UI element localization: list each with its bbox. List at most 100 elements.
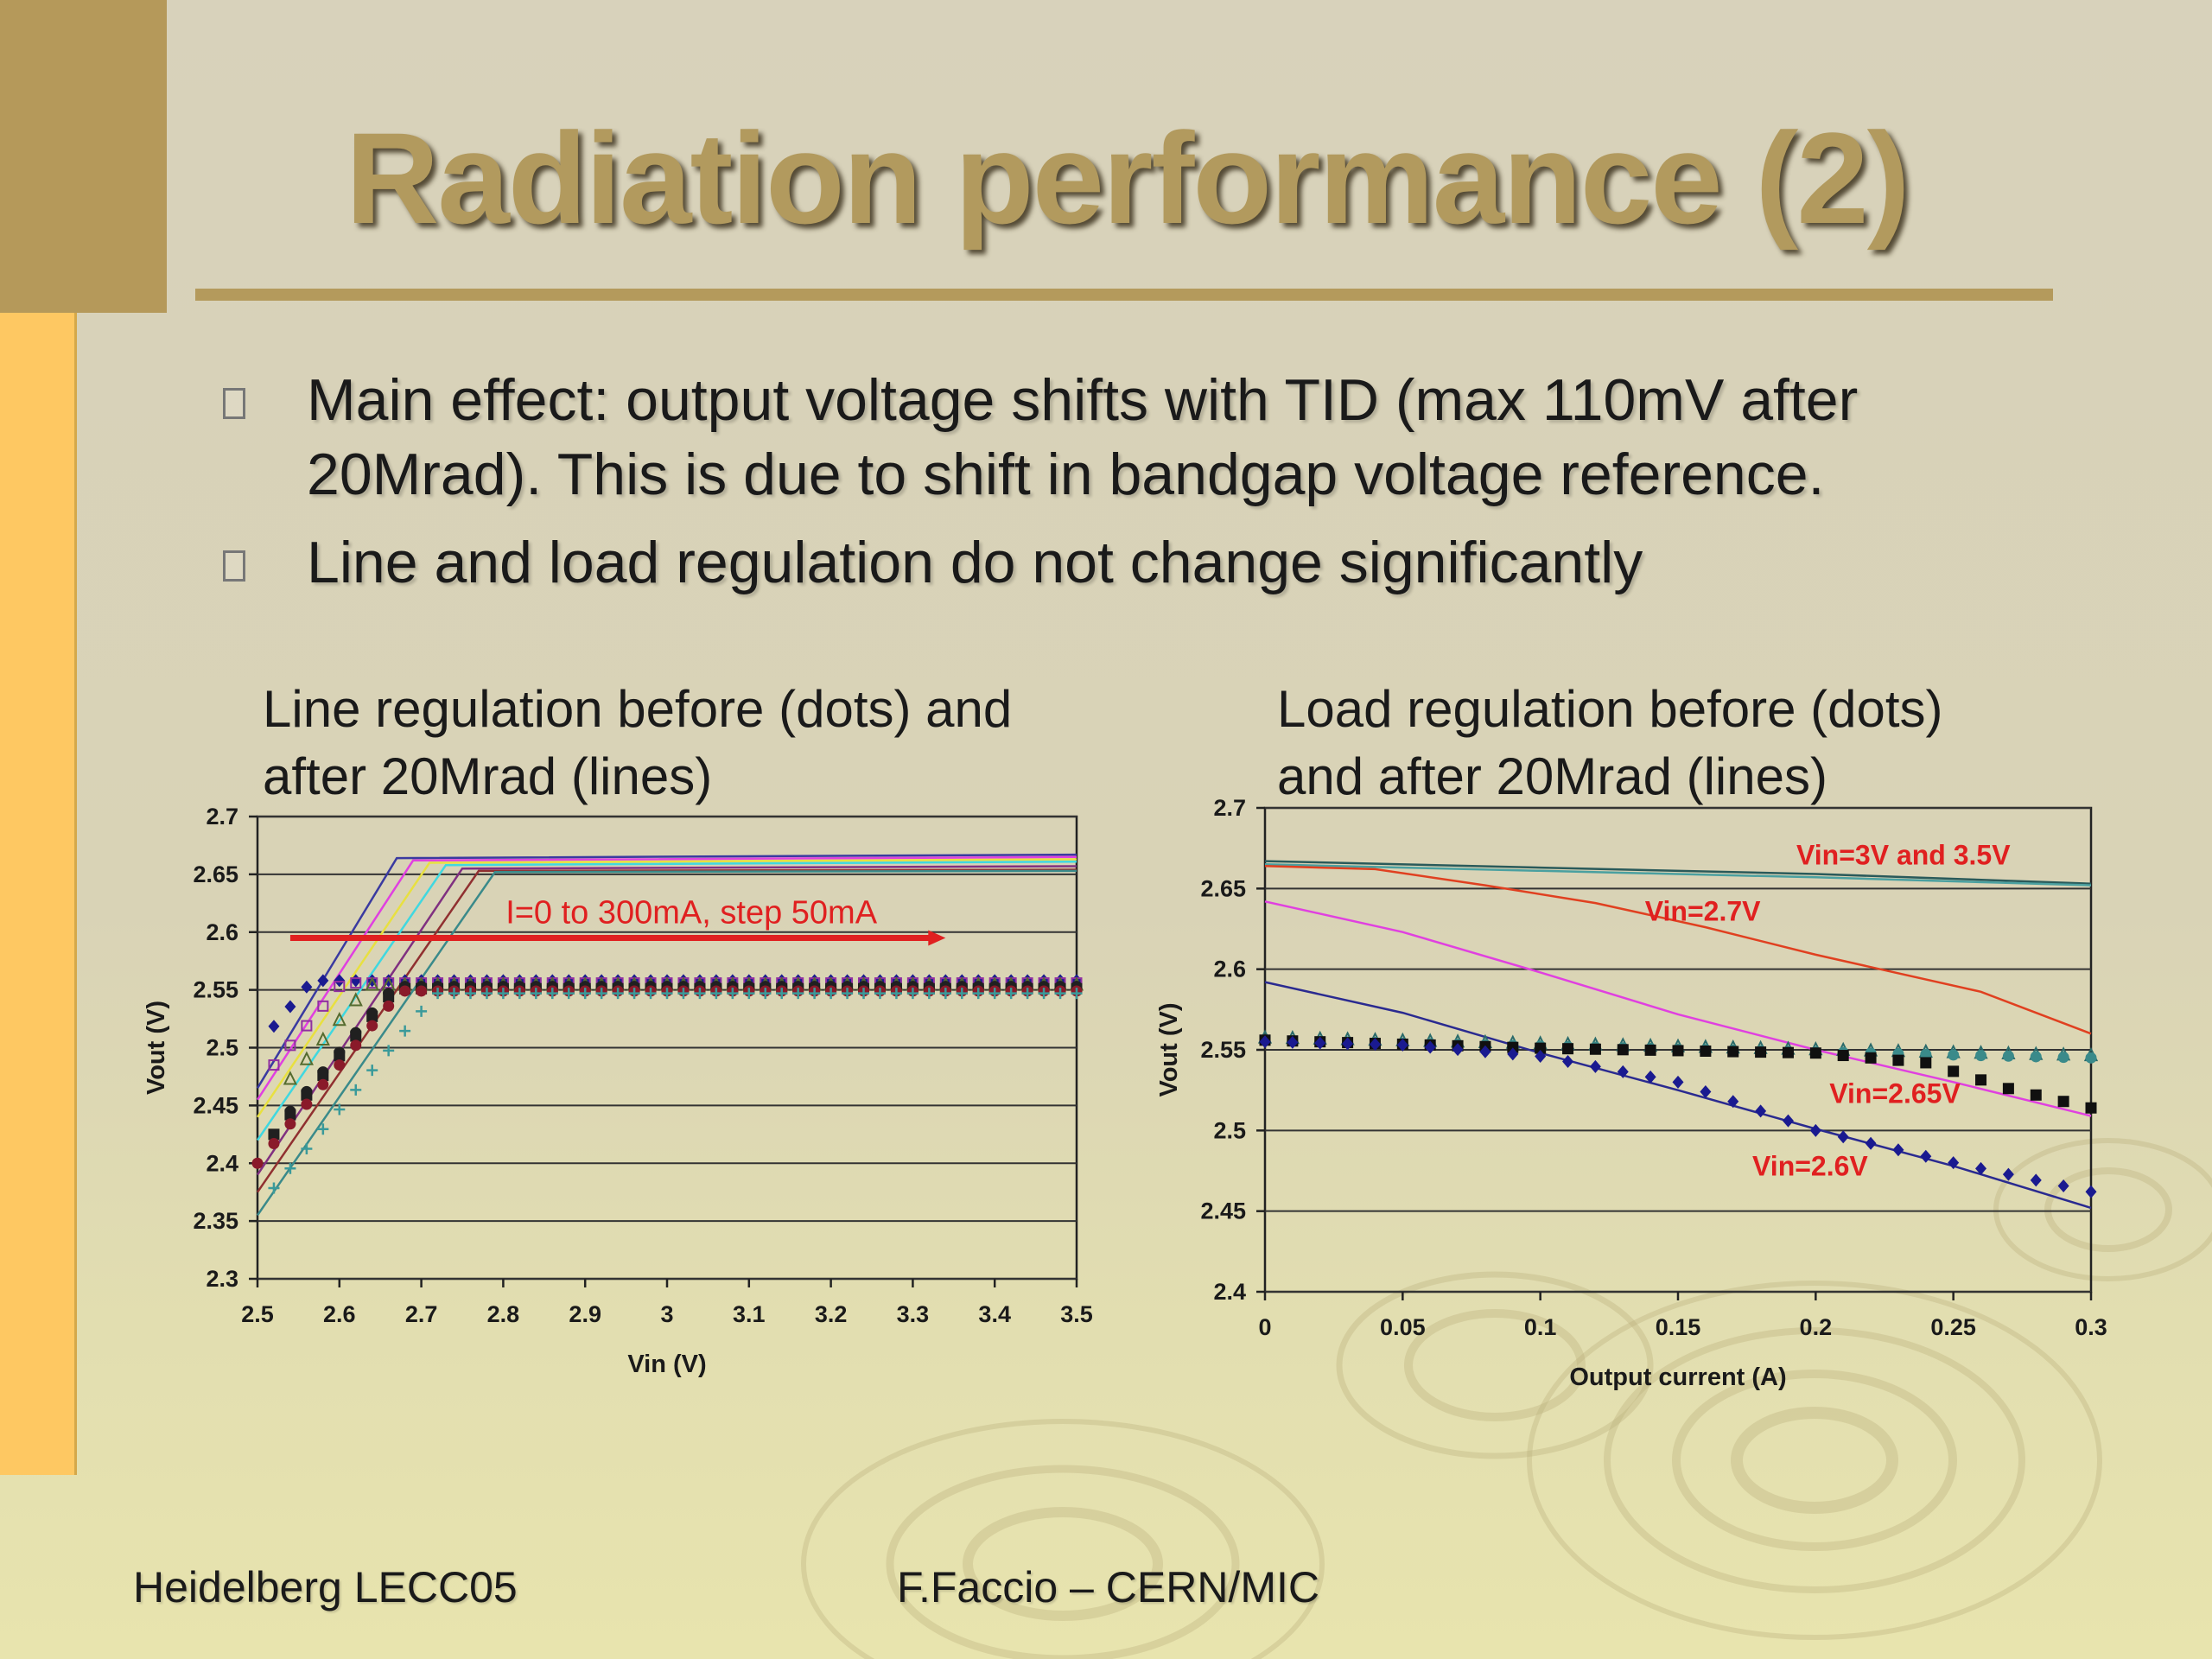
data-point (1259, 1035, 1271, 1049)
x-tick-label: 3 (660, 1301, 673, 1327)
data-point (1644, 1070, 1656, 1084)
data-point (661, 988, 673, 1000)
series-line (1264, 860, 2092, 885)
data-point (1700, 1045, 1712, 1057)
y-axis-label: Vout (V) (1155, 1003, 1183, 1097)
x-tick-label: 0.25 (1930, 1314, 1976, 1340)
data-point (350, 977, 362, 989)
data-point (1837, 1130, 1849, 1144)
series-line (1264, 981, 2092, 1210)
data-point (1672, 1045, 1684, 1057)
bullet-marker-icon (223, 388, 245, 419)
data-point (874, 988, 886, 1000)
data-point (301, 1089, 313, 1101)
data-point (1342, 1037, 1354, 1051)
chart-2-caption-line: and after 20Mrad (lines) (1277, 747, 1827, 805)
data-point (366, 1065, 378, 1077)
data-point (988, 988, 1001, 1000)
data-point (2030, 1089, 2042, 1101)
x-axis-label: Output current (A) (1569, 1363, 1786, 1391)
data-point (334, 974, 346, 988)
data-point (1892, 1054, 1904, 1066)
data-point (268, 1020, 280, 1033)
data-point (383, 991, 395, 1003)
data-point (1617, 1044, 1629, 1056)
chart-1-caption-line: Line regulation before (dots) and (263, 680, 1013, 738)
x-tick-label: 3.3 (897, 1301, 930, 1327)
data-point (315, 1031, 330, 1046)
data-point (301, 1143, 313, 1155)
data-point (1727, 1095, 1739, 1109)
data-point (365, 976, 379, 991)
series-line (256, 858, 1077, 1118)
data-point (1535, 1049, 1547, 1063)
data-point (317, 1000, 329, 1012)
series-line (256, 869, 1077, 1217)
data-point (628, 988, 640, 1000)
data-point (1071, 988, 1083, 1000)
chart-1-caption: Line regulation before (dots) and after … (263, 676, 1012, 810)
data-point (383, 1000, 395, 1012)
data-point (2057, 1052, 2069, 1064)
data-point (1021, 988, 1033, 1000)
data-point (1644, 1044, 1656, 1056)
data-point (513, 988, 525, 1000)
data-point (317, 1123, 329, 1135)
data-point (1865, 1052, 1877, 1064)
data-point (809, 988, 821, 1000)
data-point (350, 1084, 362, 1096)
data-point (350, 1039, 362, 1052)
data-point (694, 988, 706, 1000)
bullet-item: Line and load regulation do not change s… (307, 530, 1643, 595)
series-line (256, 855, 1077, 1101)
data-point (317, 1070, 329, 1082)
data-point (2085, 1052, 2097, 1064)
data-point (923, 988, 935, 1000)
data-point (332, 1011, 346, 1027)
data-point (710, 988, 722, 1000)
data-point (1617, 1065, 1629, 1078)
series-label: Vin=2.6V (1752, 1151, 1868, 1182)
series-line (1264, 864, 2092, 1035)
annotation-arrow-head (928, 930, 946, 946)
left-bar-dark (0, 0, 167, 313)
series-line (256, 853, 1077, 1089)
data-point (1038, 988, 1050, 1000)
data-point (1948, 1049, 1960, 1061)
data-point (890, 988, 902, 1000)
x-axis-label: Vin (V) (627, 1351, 706, 1378)
data-point (776, 988, 788, 1000)
y-tick-label: 2.4 (206, 1150, 238, 1176)
series-line (1264, 900, 2092, 1117)
data-point (1314, 1036, 1326, 1050)
data-point (1479, 1045, 1491, 1058)
data-point (1396, 1038, 1408, 1052)
data-point (1727, 1046, 1739, 1058)
data-point (645, 988, 657, 1000)
x-tick-label: 0 (1258, 1314, 1271, 1340)
series-label: Vin=3V and 3.5V (1796, 839, 2011, 870)
data-point (1782, 1046, 1794, 1058)
data-point (284, 1039, 296, 1052)
data-point (2030, 1051, 2042, 1063)
data-point (1369, 1038, 1381, 1052)
line-regulation-chart: 2.3 2.35 2.4 2.45 2.5 2.55 2.6 2.65 2.7 2.5 2.6 2.7… (143, 804, 1093, 1378)
data-point (301, 1020, 313, 1032)
x-tick-label: 2.9 (569, 1301, 601, 1327)
data-point (1809, 1123, 1821, 1137)
x-tick-label: 0.2 (1800, 1314, 1833, 1340)
data-point (1837, 1050, 1849, 1062)
load-regulation-chart: 2.4 2.45 2.5 2.55 2.6 2.65 2.7 0 0.05 0.1 0.15 0.2 0… (1155, 795, 2107, 1391)
data-point (464, 988, 476, 1000)
data-point (1755, 1104, 1767, 1118)
data-point (268, 1138, 280, 1150)
chart-2-caption: Load regulation before (dots) and after … (1277, 676, 1943, 810)
data-point (956, 988, 968, 1000)
chart-1-caption-line: after 20Mrad (lines) (263, 747, 713, 805)
data-point (1755, 1046, 1767, 1058)
data-point (2002, 1083, 2014, 1095)
data-point (2002, 1050, 2014, 1062)
data-point (1507, 1041, 1519, 1053)
x-tick-label: 3.1 (733, 1301, 766, 1327)
